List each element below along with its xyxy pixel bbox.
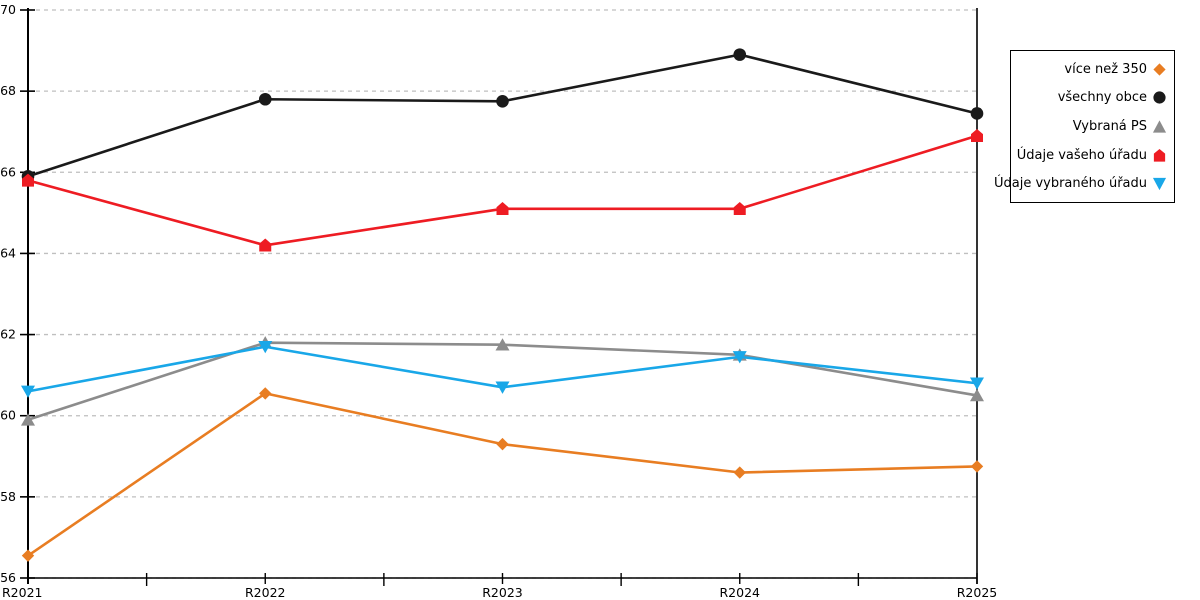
- series-2: [21, 336, 984, 426]
- chart-legend: více než 350 všechny obce Vybraná PS Úda…: [994, 50, 1175, 203]
- legend-item-vybrana-ps: Vybraná PS: [1073, 119, 1167, 134]
- x-tick-label: R2022: [245, 585, 286, 600]
- y-tick-label: 58: [0, 489, 16, 504]
- legend-item-vice-nez-350: více než 350: [1064, 62, 1167, 77]
- x-tick-label: R2021: [2, 585, 43, 600]
- series-4: [21, 340, 984, 398]
- x-tick-label: R2025: [957, 585, 998, 600]
- y-tick-label: 62: [0, 327, 16, 342]
- triangle-up-marker-icon: [1152, 120, 1167, 133]
- y-tick-label: 56: [0, 570, 16, 585]
- diamond-marker-icon: [1153, 63, 1166, 76]
- axes: [27, 8, 978, 584]
- legend-label: všechny obce: [1057, 90, 1147, 106]
- y-tick-label: 66: [0, 164, 16, 179]
- y-tick-label: 60: [0, 408, 16, 423]
- y-axis-ticks: 56 58 60 62 64 66 68 70: [0, 2, 35, 585]
- legend-item-udaje-vaseho-uradu: Údaje vašeho úřadu: [1017, 148, 1167, 163]
- legend-item-udaje-vybraneho-uradu: Údaje vybraného úřadu: [994, 176, 1167, 191]
- legend-label: Údaje vašeho úřadu: [1016, 147, 1147, 163]
- y-tick-label: 64: [0, 245, 16, 260]
- pentagon-marker-icon: [1153, 148, 1166, 162]
- legend-item-vsechny-obce: všechny obce: [1058, 90, 1167, 105]
- legend-label: Údaje vybraného úřadu: [993, 176, 1147, 192]
- x-tick-label: R2023: [482, 585, 523, 600]
- x-axis-ticks: R2021 R2022 R2023 R2024 R2025: [2, 573, 997, 600]
- y-tick-label: 68: [0, 83, 16, 98]
- series-1: [21, 48, 984, 183]
- legend-label: Vybraná PS: [1072, 118, 1147, 134]
- circle-marker-icon: [1153, 91, 1166, 104]
- y-tick-label: 70: [0, 2, 16, 17]
- x-tick-label: R2024: [720, 585, 761, 600]
- legend-label: více než 350: [1064, 61, 1147, 77]
- series-0: [21, 387, 984, 562]
- series-3: [22, 128, 983, 252]
- triangle-down-marker-icon: [1152, 178, 1167, 191]
